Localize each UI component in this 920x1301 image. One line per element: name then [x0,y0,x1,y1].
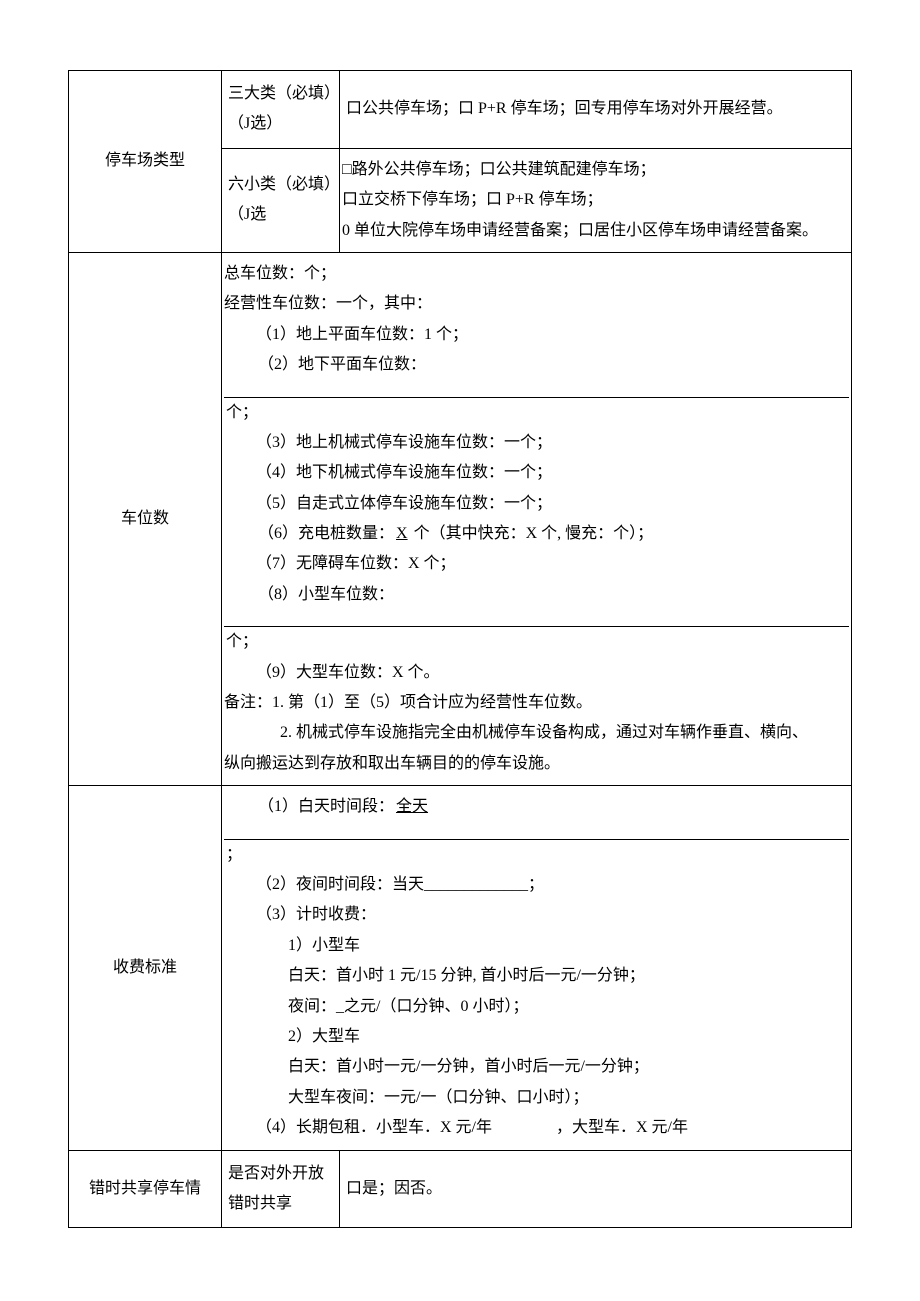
spaces-item1: （1）地上平面车位数：1 个； [222,320,849,350]
spaces-content: 总车位数：个； 经营性车位数：一个，其中： （1）地上平面车位数：1 个； （2… [222,252,852,785]
spaces-note2a: 2. 机械式停车设施指完全由机械停车设备构成，通过对车辆作垂直、横向、 [222,718,849,748]
fee-small: 1）小型车 [222,931,849,961]
fee-day: （1）白天时间段：全天； [222,792,849,870]
spaces-item3: （3）地上机械式停车设施车位数：一个； [222,428,849,458]
blank-field[interactable] [224,610,849,627]
six-class-sublabel: 六小类（必填）（J选 [222,148,340,252]
fee-large-night: 大型车夜间：一元/一（口分钟、口小时）； [222,1083,849,1113]
spaces-item8: （8）小型车位数：个； [222,580,849,658]
fee-meter: （3）计时收费： [222,900,849,930]
spaces-item6: （6）充电桩数量：X 个（其中快充：X 个, 慢充：个）； [222,519,849,549]
spaces-item2: （2）地下平面车位数：个； [222,350,849,428]
spaces-note1: 备注：1. 第（1）至（5）项合计应为经营性车位数。 [222,688,849,718]
share-label: 错时共享停车情 [69,1150,222,1228]
blank-field[interactable] [224,823,849,840]
spaces-item4: （4）地下机械式停车设施车位数：一个； [222,458,849,488]
fee-night: （2）夜间时间段：当天_____________； [222,870,849,900]
six-class-line3: 0 单位大院停车场申请经营备案；口居住小区停车场申请经营备案。 [340,216,849,246]
spaces-item7: （7）无障碍车位数：X 个； [222,549,849,579]
three-class-content: 口公共停车场；口 P+R 停车场；回专用停车场对外开展经营。 [340,71,852,149]
share-answer: 口是；因否。 [340,1150,852,1228]
spaces-total: 总车位数：个； [222,259,849,289]
fee-small-night: 夜间：_之元/（口分钟、0 小时）； [222,992,849,1022]
three-class-sublabel: 三大类（必填）（J选） [222,71,340,149]
spaces-operating: 经营性车位数：一个，其中： [222,289,849,319]
six-class-line2: 口立交桥下停车场；口 P+R 停车场； [340,185,849,215]
spaces-item9: （9）大型车位数：X 个。 [222,658,849,688]
fee-content: （1）白天时间段：全天； （2）夜间时间段：当天_____________； （… [222,786,852,1150]
fee-label: 收费标准 [69,786,222,1150]
parking-type-label: 停车场类型 [69,71,222,253]
spaces-item5: （5）自走式立体停车设施车位数：一个； [222,489,849,519]
blank-field[interactable] [224,381,849,398]
six-class-content: □路外公共停车场；口公共建筑配建停车场； 口立交桥下停车场；口 P+R 停车场；… [340,148,852,252]
spaces-label: 车位数 [69,252,222,785]
fee-small-day: 白天：首小时 1 元/15 分钟, 首小时后一元/一分钟； [222,961,849,991]
six-class-line1: □路外公共停车场；口公共建筑配建停车场； [340,155,849,185]
spaces-note2b: 纵向搬运达到存放和取出车辆目的的停车设施。 [222,749,849,779]
share-question: 是否对外开放错时共享 [222,1150,340,1228]
fee-long-term: （4）长期包租．小型车．X 元/年 ，大型车．X 元/年 [222,1113,849,1143]
fee-large: 2）大型车 [222,1022,849,1052]
fee-large-day: 白天：首小时一元/一分钟，首小时后一元/一分钟； [222,1052,849,1082]
